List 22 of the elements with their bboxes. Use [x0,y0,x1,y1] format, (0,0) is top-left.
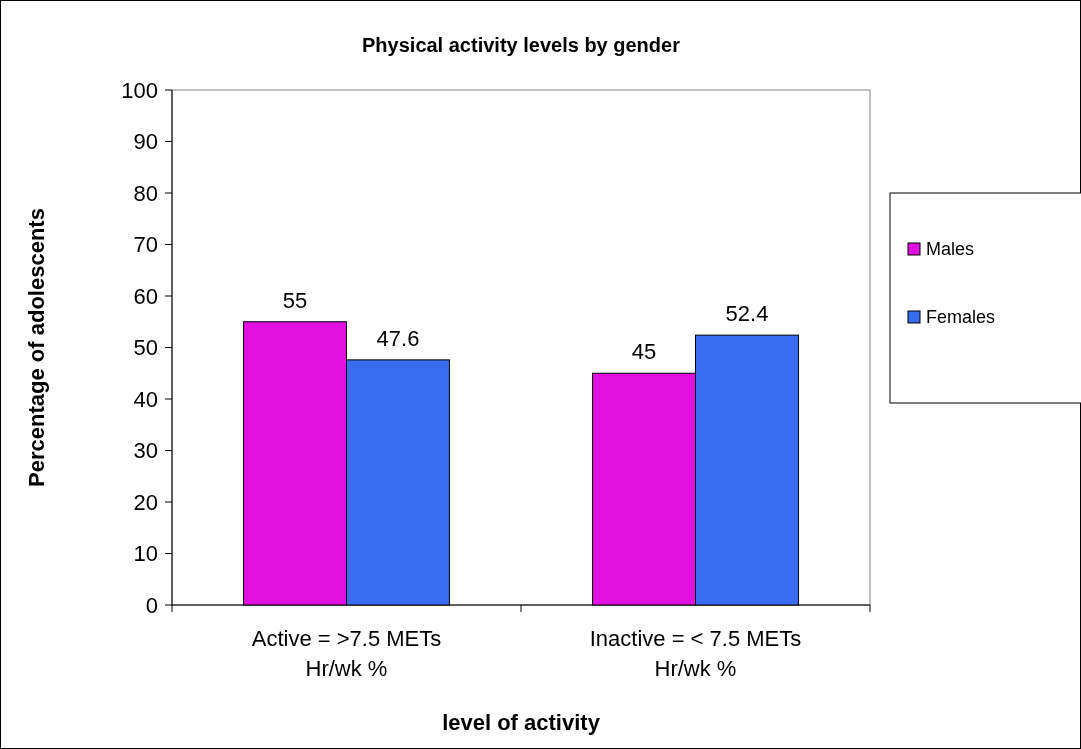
y-tick-label: 80 [133,180,158,206]
y-tick-label: 10 [133,541,158,567]
y-tick-label: 70 [133,232,158,258]
data-label: 55 [282,287,308,313]
legend-label: Females [926,307,996,328]
x-axis-title: level of activity [442,710,601,735]
data-label: 45 [631,339,657,365]
data-label: 52.4 [725,301,769,327]
y-tick-label: 50 [133,335,158,361]
y-tick-label: 30 [133,438,158,464]
chart-title: Physical activity levels by gender [362,34,681,56]
y-axis-title: Percentage of adolescents [24,208,49,487]
y-tick-label: 60 [133,283,158,309]
y-tick-label: 90 [133,129,158,155]
data-label: 47.6 [376,325,420,351]
legend-label: Males [926,239,975,260]
y-tick-label: 40 [133,386,158,412]
x-tick-label: Active = >7.5 METs Hr/wk % [251,626,442,681]
y-tick-label: 100 [121,77,158,103]
y-tick-label: 0 [145,592,158,618]
y-tick-label: 20 [133,489,158,515]
x-tick-label: Inactive = < 7.5 METs Hr/wk % [589,626,802,681]
